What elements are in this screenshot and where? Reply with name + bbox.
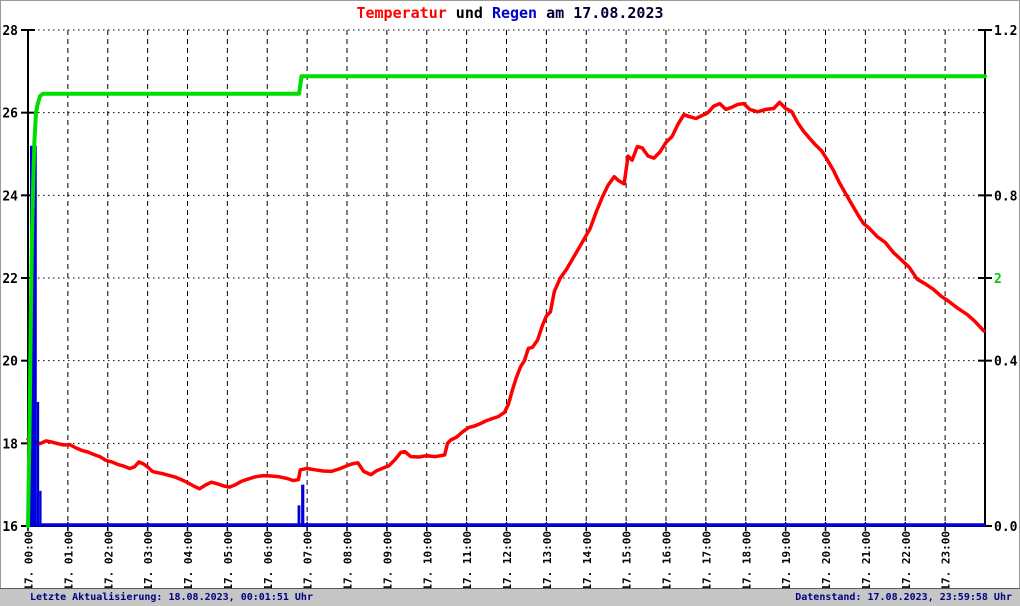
svg-text:22: 22 [2,272,18,287]
svg-text:26: 26 [2,107,18,122]
svg-text:17. 03:00: 17. 03:00 [142,531,155,588]
axis-labels: 16 18 20 22 24 26 28 0.0 0.4 0.8 1.2 2 [2,24,1017,535]
svg-text:0.8: 0.8 [994,189,1018,204]
green-scale-label: 2 [994,272,1002,287]
svg-text:17. 04:00: 17. 04:00 [182,531,195,588]
title-temperatur: Temperatur [356,4,447,22]
svg-text:16: 16 [2,520,18,535]
svg-text:17. 08:00: 17. 08:00 [342,531,355,588]
title-und: und [446,4,492,22]
svg-text:17. 17:00: 17. 17:00 [700,531,713,588]
x-axis-labels: 17. 00:00 17. 01:00 17. 02:00 17. 03:00 17. … [23,531,953,588]
svg-text:17. 18:00: 17. 18:00 [740,531,753,588]
svg-text:17. 09:00: 17. 09:00 [381,531,394,588]
svg-text:17. 12:00: 17. 12:00 [501,531,514,588]
svg-text:17. 15:00: 17. 15:00 [621,531,634,588]
data-timestamp-text: Datenstand: 17.08.2023, 23:59:58 Uhr [795,592,1012,603]
last-update-text: Letzte Aktualisierung: 18.08.2023, 00:01… [30,592,313,603]
svg-text:17. 06:00: 17. 06:00 [262,531,275,588]
svg-text:17. 14:00: 17. 14:00 [581,531,594,588]
svg-text:0.4: 0.4 [994,355,1018,370]
svg-text:17. 01:00: 17. 01:00 [62,531,75,588]
svg-text:17. 22:00: 17. 22:00 [900,531,913,588]
chart-title: Temperatur und Regen am 17.08.2023 [0,4,1020,24]
status-bar: Letzte Aktualisierung: 18.08.2023, 00:01… [0,588,1020,606]
svg-text:17. 20:00: 17. 20:00 [820,531,833,588]
svg-text:17. 19:00: 17. 19:00 [780,531,793,588]
svg-text:17. 05:00: 17. 05:00 [222,531,235,588]
svg-text:28: 28 [2,24,18,39]
svg-text:17. 10:00: 17. 10:00 [421,531,434,588]
gridlines [28,29,985,526]
svg-text:17. 21:00: 17. 21:00 [860,531,873,588]
svg-text:1.2: 1.2 [994,24,1017,39]
svg-text:17. 23:00: 17. 23:00 [940,531,953,588]
svg-text:17. 02:00: 17. 02:00 [102,531,115,588]
temperature-line [26,100,986,491]
svg-text:18: 18 [2,437,18,452]
svg-text:0.0: 0.0 [994,520,1018,535]
svg-text:17. 11:00: 17. 11:00 [461,531,474,588]
title-regen: Regen [491,4,538,22]
svg-text:17. 13:00: 17. 13:00 [541,531,554,588]
svg-text:17. 16:00: 17. 16:00 [661,531,674,588]
svg-text:17. 00:00: 17. 00:00 [23,531,36,588]
svg-text:24: 24 [2,189,18,204]
title-date: am 17.08.2023 [537,4,664,22]
svg-text:17. 07:00: 17. 07:00 [302,531,315,588]
cumulative-rain-line [26,74,987,528]
svg-text:20: 20 [2,355,18,370]
